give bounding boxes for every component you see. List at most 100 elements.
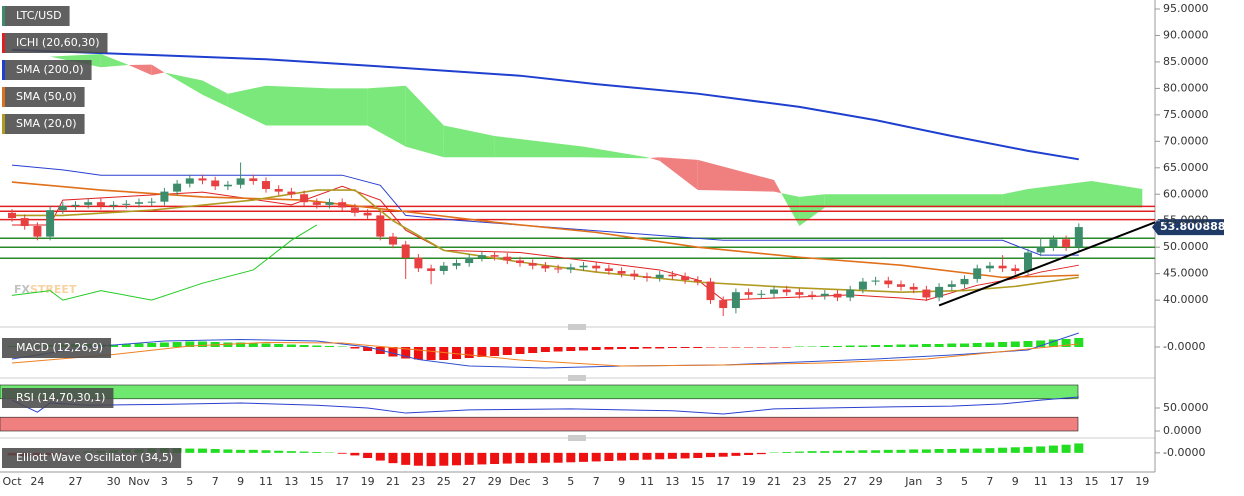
histogram-bar xyxy=(820,346,830,347)
histogram-bar xyxy=(667,347,677,348)
x-tick-label: 9 xyxy=(618,475,625,488)
legend-box xyxy=(2,87,85,107)
histogram-bar xyxy=(1023,341,1033,347)
watermark-part: STREET xyxy=(30,283,77,296)
band xyxy=(0,416,1079,432)
x-tick-label: 9 xyxy=(237,475,244,488)
histogram-bar xyxy=(274,450,284,453)
histogram-bar xyxy=(159,342,169,347)
histogram-bar xyxy=(363,347,373,351)
x-tick-label: 27 xyxy=(843,475,857,488)
candle-body xyxy=(947,284,956,287)
ichimoku-cloud xyxy=(128,64,152,76)
legend-box xyxy=(2,33,108,53)
candle-body xyxy=(541,265,550,269)
y-tick-label: 45.0000 xyxy=(1163,267,1209,280)
ichimoku-cloud xyxy=(126,64,129,66)
histogram-bar xyxy=(833,450,842,453)
x-tick-label: 17 xyxy=(1110,475,1124,488)
histogram-bar xyxy=(680,452,690,459)
ichimoku-cloud xyxy=(227,85,266,126)
candle-body xyxy=(8,212,16,219)
histogram-bar xyxy=(477,347,487,357)
histogram-bar xyxy=(172,342,182,347)
candle-body xyxy=(427,268,436,272)
histogram-bar xyxy=(401,452,411,465)
y-tick-label: 0.0000 xyxy=(1163,424,1202,437)
histogram-bar xyxy=(845,345,855,347)
x-tick-label: 21 xyxy=(386,475,400,488)
histogram-bar xyxy=(464,347,474,358)
candle-body xyxy=(325,202,334,205)
y-tick-label: 50.0000 xyxy=(1163,401,1209,414)
candle-body xyxy=(211,180,220,187)
candle-body xyxy=(236,178,245,185)
histogram-bar xyxy=(667,452,677,459)
histogram-bar xyxy=(337,452,347,454)
last-price-box xyxy=(1152,219,1224,236)
candle-body xyxy=(363,212,372,216)
band xyxy=(0,384,1079,400)
histogram-bar xyxy=(769,347,779,348)
histogram-bar xyxy=(1074,443,1084,453)
histogram-bar xyxy=(274,344,284,347)
histogram-bar xyxy=(579,452,588,462)
x-tick-label: 3 xyxy=(161,475,168,488)
last-price-label: 53.800888 xyxy=(1160,220,1225,233)
candle-body xyxy=(655,274,664,278)
histogram-bar xyxy=(515,452,525,464)
histogram-bar xyxy=(299,345,309,347)
histogram-bar xyxy=(477,452,487,465)
candle-body xyxy=(300,194,309,203)
legend-swatch xyxy=(2,6,5,26)
legend-swatch xyxy=(2,33,5,53)
histogram-bar xyxy=(236,342,246,347)
candle-body xyxy=(312,202,321,205)
histogram-bar xyxy=(1061,339,1071,347)
histogram-bar xyxy=(655,452,665,460)
histogram-bar xyxy=(985,342,995,347)
histogram-bar xyxy=(1036,340,1046,347)
histogram-bar xyxy=(947,343,957,347)
histogram-bar xyxy=(553,347,563,352)
histogram-bar xyxy=(502,347,512,355)
x-tick-label: Oct xyxy=(2,475,22,488)
x-tick-label: 15 xyxy=(1085,475,1099,488)
candle-body xyxy=(350,207,359,213)
histogram-bar xyxy=(782,452,792,453)
histogram-bar xyxy=(934,449,944,453)
candle-body xyxy=(147,201,156,203)
histogram-bar xyxy=(604,347,614,350)
x-tick-label: 17 xyxy=(335,475,349,488)
histogram-bar xyxy=(147,343,157,347)
y-tick-label: 60.0000 xyxy=(1163,187,1209,200)
candle-body xyxy=(96,202,105,206)
x-tick-label: 11 xyxy=(259,475,273,488)
x-tick-label: 15 xyxy=(310,475,324,488)
histogram-bar xyxy=(642,347,652,349)
histogram-bar xyxy=(591,452,601,462)
histogram-bar xyxy=(807,451,817,453)
x-tick-label: 25 xyxy=(818,475,832,488)
resize-handle[interactable] xyxy=(568,324,586,441)
histogram-bar xyxy=(972,343,982,347)
histogram-bar xyxy=(198,341,207,347)
candle-body xyxy=(604,268,613,272)
legend-item: SMA (50,0) xyxy=(2,87,85,107)
histogram-bar xyxy=(604,452,614,461)
histogram-bar xyxy=(286,451,296,453)
indicator-line xyxy=(11,332,1079,369)
x-tick-label: 7 xyxy=(986,475,993,488)
candle-body xyxy=(109,204,118,206)
histogram-bar xyxy=(909,449,919,453)
histogram-bar xyxy=(286,344,296,347)
histogram-bar xyxy=(388,452,398,464)
ichimoku-cloud xyxy=(583,146,647,159)
legend-label: RSI (14,70,30,1) xyxy=(16,391,105,404)
y-tick-label: 65.0000 xyxy=(1163,161,1209,174)
histogram-bar xyxy=(299,451,309,453)
legend-item: ICHI (20,60,30) xyxy=(2,33,108,53)
candle-body xyxy=(1049,239,1058,248)
histogram-bar xyxy=(185,448,195,453)
candle-body xyxy=(554,268,563,270)
